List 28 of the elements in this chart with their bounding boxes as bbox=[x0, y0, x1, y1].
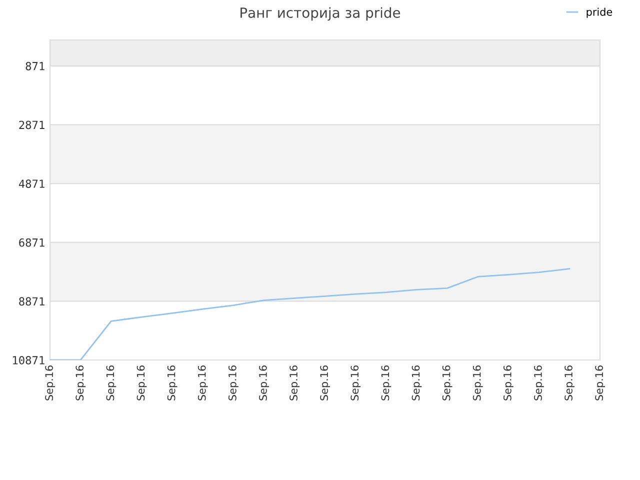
x-tick-label: Sep.16 bbox=[472, 366, 483, 400]
x-tick-label: Sep.16 bbox=[412, 366, 422, 400]
x-tick-label: Sep.16 bbox=[503, 366, 514, 400]
x-tick-label: Sep.16 bbox=[350, 366, 361, 400]
x-tick-label: Sep.16 bbox=[564, 366, 574, 400]
x-tick-label: Sep.16 bbox=[76, 366, 86, 400]
y-tick-label: 4871 bbox=[18, 180, 44, 188]
x-tick-label: Sep.16 bbox=[136, 366, 147, 400]
y-tick-label: 10871 bbox=[13, 356, 44, 364]
x-tick-label: Sep.16 bbox=[45, 366, 56, 400]
x-tick-label: Sep.16 bbox=[198, 366, 208, 400]
legend-label: pride bbox=[586, 8, 612, 18]
x-tick-label: Sep.16 bbox=[595, 366, 606, 400]
y-tick-label: 6871 bbox=[19, 238, 44, 247]
x-tick-label: Sep.16 bbox=[320, 366, 330, 400]
y-tick-label: 871 bbox=[26, 62, 44, 70]
x-tick-label: Sep.16 bbox=[259, 366, 269, 400]
x-tick-label: Sep.16 bbox=[290, 366, 300, 400]
chart-title: Ранг историја за pride bbox=[240, 7, 400, 21]
y-tick-label: 2871 bbox=[19, 120, 44, 130]
x-tick-label: Sep.16 bbox=[106, 366, 116, 400]
x-tick-label: Sep.16 bbox=[167, 366, 178, 400]
x-tick-label: Sep.16 bbox=[381, 366, 392, 400]
y-tick-label: 8871 bbox=[19, 297, 44, 306]
line-series bbox=[50, 268, 570, 360]
x-tick-label: Sep.16 bbox=[228, 366, 238, 400]
x-tick-label: Sep.16 bbox=[442, 366, 452, 400]
x-tick-label: Sep.16 bbox=[534, 366, 544, 400]
